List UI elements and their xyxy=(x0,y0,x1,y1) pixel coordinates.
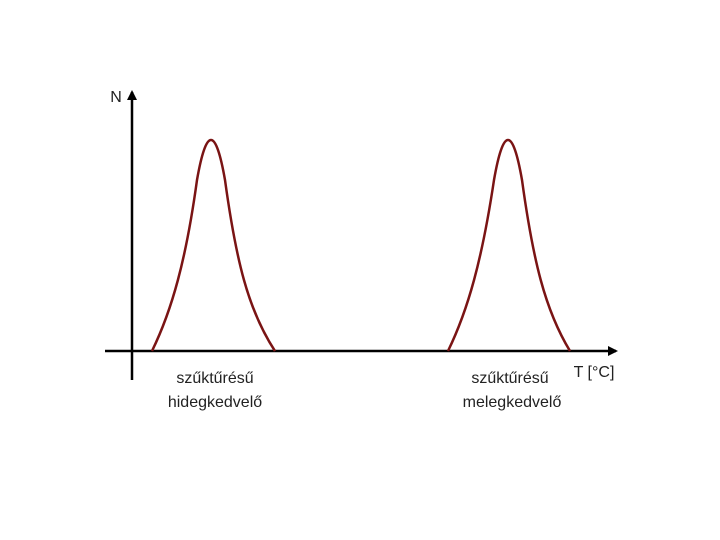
x-axis-label: T [°C] xyxy=(574,364,615,381)
warm-curve xyxy=(446,139,572,352)
curve-label: hidegkedvelő xyxy=(168,394,262,411)
curve-label: szűktűrésű xyxy=(471,370,548,387)
curve-label: melegkedvelő xyxy=(463,394,562,411)
cold-curve xyxy=(150,139,277,352)
curve-label: szűktűrésű xyxy=(176,370,253,387)
y-axis-label: N xyxy=(110,89,122,106)
